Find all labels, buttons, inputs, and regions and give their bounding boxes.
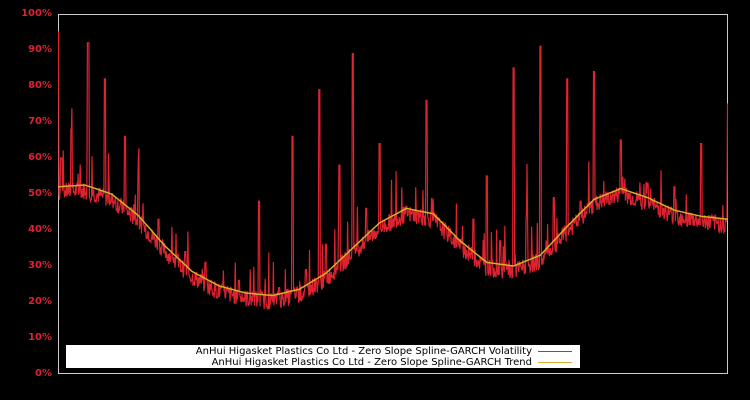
y-tick-label: 80% — [28, 80, 52, 91]
legend-label-volatility: AnHui Higasket Plastics Co Ltd - Zero Sl… — [195, 346, 532, 357]
y-tick-label: 90% — [28, 44, 52, 55]
plot-area — [58, 31, 728, 311]
y-tick-label: 60% — [28, 152, 52, 163]
y-tick-label: 50% — [28, 188, 52, 199]
y-tick-label: 10% — [28, 332, 52, 343]
y-tick-label: 30% — [28, 260, 52, 271]
volatility-series-line — [58, 31, 728, 311]
y-tick-label: 40% — [28, 224, 52, 235]
legend-item-trend: AnHui Higasket Plastics Co Ltd - Zero Sl… — [212, 357, 580, 368]
legend-label-trend: AnHui Higasket Plastics Co Ltd - Zero Sl… — [211, 357, 532, 368]
chart-legend: AnHui Higasket Plastics Co Ltd - Zero Sl… — [66, 345, 580, 368]
legend-item-volatility: AnHui Higasket Plastics Co Ltd - Zero Sl… — [196, 346, 580, 357]
y-tick-label: 0% — [35, 368, 52, 379]
legend-swatch-volatility — [538, 351, 572, 352]
y-tick-label: 70% — [28, 116, 52, 127]
trend-series-line — [58, 184, 728, 297]
y-tick-label: 100% — [21, 8, 52, 19]
legend-swatch-trend — [538, 362, 572, 363]
y-tick-label: 20% — [28, 296, 52, 307]
